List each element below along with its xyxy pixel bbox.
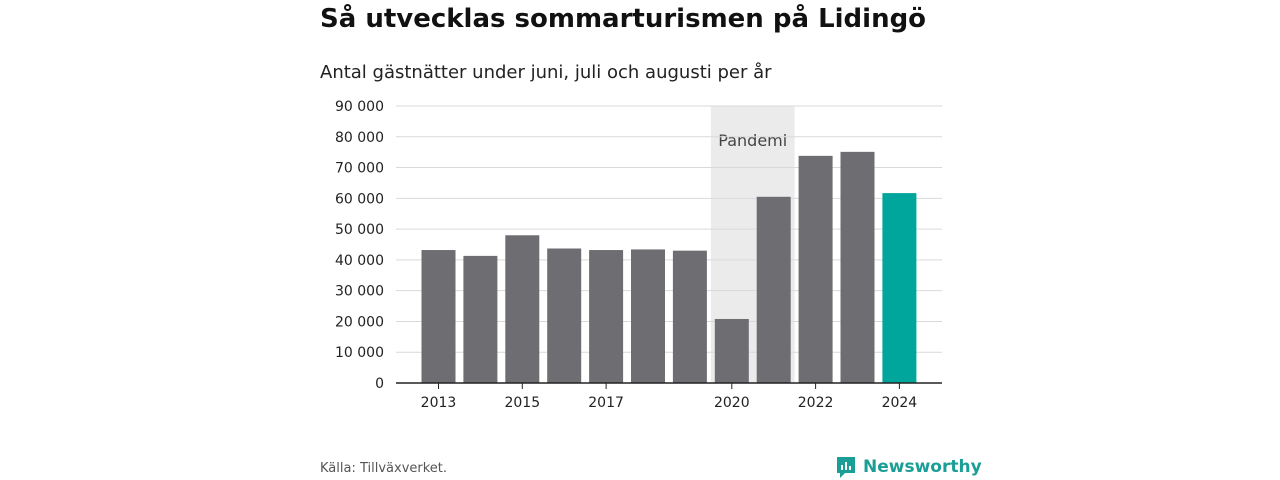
y-tick-label: 50 000 — [335, 222, 384, 238]
bar — [672, 250, 707, 383]
x-tick-label: 2024 — [882, 395, 918, 411]
x-tick-label: 2020 — [714, 395, 750, 411]
y-tick-label: 20 000 — [335, 314, 384, 330]
bar — [505, 235, 540, 383]
y-tick-label: 30 000 — [335, 284, 384, 300]
bar — [589, 250, 624, 383]
x-tick-label: 2022 — [798, 395, 834, 411]
y-tick-label: 0 — [375, 376, 384, 392]
brand-name: Newsworthy — [863, 457, 982, 477]
chart-title: Så utvecklas sommarturismen på Lidingö — [320, 4, 927, 34]
bar — [631, 249, 665, 383]
x-tick-label: 2013 — [421, 395, 457, 411]
y-tick-label: 60 000 — [335, 191, 384, 207]
y-tick-label: 70 000 — [335, 161, 384, 177]
bar — [840, 151, 875, 383]
bar — [421, 250, 456, 383]
y-tick-label: 90 000 — [335, 99, 384, 115]
brand-logo: Newsworthy — [835, 455, 982, 479]
x-tick-label: 2017 — [588, 395, 624, 411]
bar — [714, 318, 749, 383]
bar — [756, 196, 791, 383]
source-note: Källa: Tillväxverket. — [320, 461, 448, 476]
newsworthy-logo-icon — [837, 457, 855, 478]
bar — [798, 155, 833, 383]
bar — [882, 193, 917, 383]
bar — [547, 248, 582, 383]
bar — [463, 255, 498, 383]
shaded-band-label: Pandemi — [718, 131, 787, 150]
chart-subtitle: Antal gästnätter under juni, juli och au… — [320, 62, 772, 83]
x-tick-label: 2015 — [504, 395, 540, 411]
y-tick-label: 80 000 — [335, 130, 384, 146]
y-tick-label: 10 000 — [335, 345, 384, 361]
y-tick-label: 40 000 — [335, 253, 384, 269]
